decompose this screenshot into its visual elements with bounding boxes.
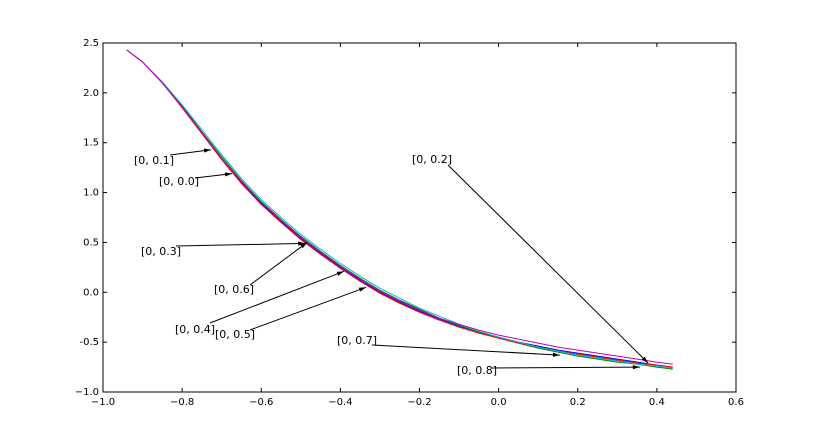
series-line — [126, 49, 673, 370]
y-tick-label: 1.5 — [83, 138, 99, 149]
annotation-label: [0, 0.4] — [175, 323, 215, 336]
y-tick-label: 0.0 — [83, 287, 99, 298]
y-tick-label: 0.5 — [83, 237, 99, 248]
series-line — [126, 49, 673, 368]
annotation-arrow — [175, 241, 306, 247]
annotation-arrow — [491, 365, 640, 370]
annotation-arrow — [169, 148, 212, 156]
annotation-label: [0, 0.3] — [141, 245, 181, 258]
annotation-arrow — [371, 344, 560, 357]
y-tick-label: 1.0 — [83, 188, 99, 199]
annotation-arrow — [194, 172, 233, 179]
x-tick-label: −1.0 — [91, 397, 115, 408]
y-tick-label: −1.0 — [75, 387, 99, 398]
x-tick-label: −0.2 — [407, 397, 431, 408]
x-tick-label: 0.2 — [570, 397, 586, 408]
annotation-arrow — [249, 242, 308, 286]
x-tick-label: 0.6 — [728, 397, 744, 408]
x-tick-label: 0.4 — [649, 397, 665, 408]
y-tick-label: -0.5 — [79, 337, 99, 348]
annotation-arrow — [209, 270, 345, 324]
annotation-label: [0, 0.8] — [457, 364, 497, 377]
annotation-label: [0, 0.0] — [159, 175, 199, 188]
x-tick-label: 0.0 — [491, 397, 507, 408]
annotation-label: [0, 0.2] — [412, 153, 452, 166]
annotation-label: [0, 0.5] — [215, 328, 255, 341]
y-tick-label: 2.0 — [83, 88, 99, 99]
annotation-label: [0, 0.6] — [214, 283, 254, 296]
y-tick-label: 2.5 — [83, 38, 99, 49]
annotation-label: [0, 0.7] — [337, 334, 377, 347]
annotation-arrow — [249, 286, 367, 331]
x-tick-label: −0.8 — [170, 397, 194, 408]
plot-frame — [102, 42, 737, 393]
annotation-label: [0, 0.1] — [134, 154, 174, 167]
x-tick-label: −0.6 — [249, 397, 273, 408]
annotation-arrow — [447, 164, 649, 364]
x-tick-label: −0.4 — [328, 397, 352, 408]
series-line — [126, 49, 673, 369]
series-line — [126, 49, 673, 365]
series-line — [126, 49, 673, 368]
